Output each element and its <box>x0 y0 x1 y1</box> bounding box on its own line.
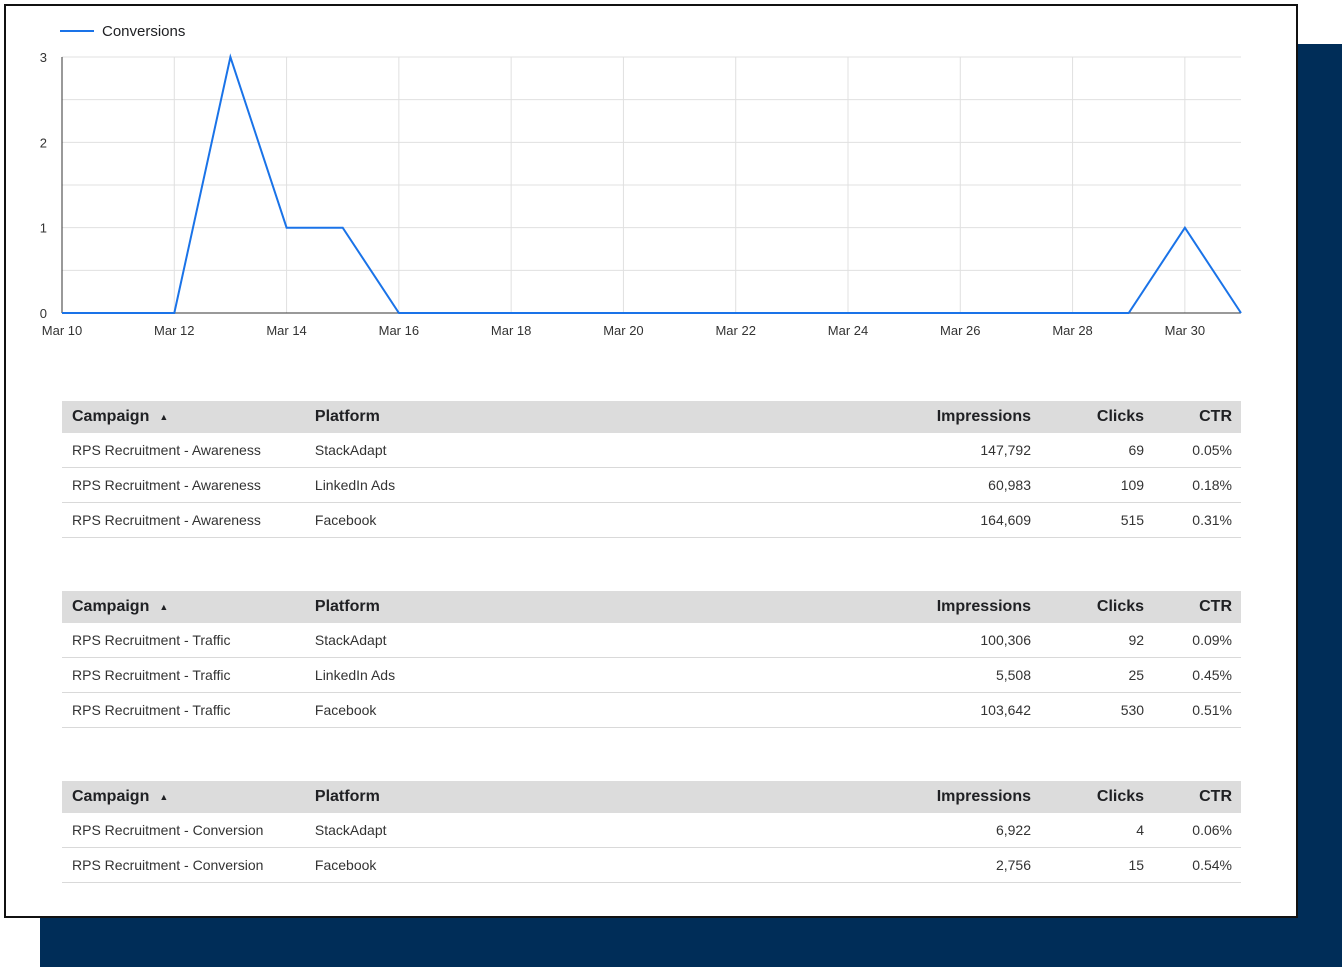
column-header-ctr[interactable]: CTR <box>1199 788 1232 805</box>
column-header-platform[interactable]: Platform <box>314 788 380 805</box>
cell-ctr: 0.09% <box>1192 632 1232 648</box>
cell-clicks: 15 <box>1128 857 1145 873</box>
sort-ascending-icon[interactable]: ▲ <box>159 792 169 802</box>
table-row[interactable]: RPS Recruitment - Traffic StackAdapt 100,3… <box>62 623 1241 658</box>
column-header-campaign[interactable]: Campaign ▲ <box>62 598 305 616</box>
cell-impressions: 2,756 <box>995 857 1031 873</box>
x-tick-label: Mar 12 <box>154 323 194 338</box>
table-row[interactable]: RPS Recruitment - Traffic Facebook 103,642… <box>62 693 1241 728</box>
table-row[interactable]: RPS Recruitment - Awareness StackAdapt 147… <box>62 433 1241 468</box>
cell-campaign: RPS Recruitment - Traffic <box>72 667 231 683</box>
cell-campaign: RPS Recruitment - Awareness <box>72 512 261 528</box>
cell-impressions: 5,508 <box>995 667 1031 683</box>
cell-impressions: 103,642 <box>980 702 1031 718</box>
column-header-impressions[interactable]: Impressions <box>936 408 1031 425</box>
cell-platform: Facebook <box>314 512 377 528</box>
cell-platform: StackAdapt <box>314 632 387 648</box>
x-tick-label: Mar 14 <box>266 323 306 338</box>
cell-ctr: 0.18% <box>1192 477 1232 493</box>
cell-ctr: 0.31% <box>1192 512 1232 528</box>
table-header: Campaign ▲ Platform Impressions Clicks CTR <box>62 781 1241 813</box>
cell-clicks: 109 <box>1120 477 1145 493</box>
cell-impressions: 60,983 <box>988 477 1031 493</box>
x-tick-label: Mar 10 <box>42 323 82 338</box>
y-tick-label: 0 <box>40 306 47 321</box>
y-tick-label: 2 <box>40 135 47 150</box>
x-tick-label: Mar 16 <box>379 323 419 338</box>
column-header-clicks[interactable]: Clicks <box>1096 598 1145 615</box>
table-header: Campaign ▲ Platform Impressions Clicks CTR <box>62 591 1241 623</box>
x-tick-label: Mar 20 <box>603 323 643 338</box>
cell-clicks: 92 <box>1128 632 1145 648</box>
cell-campaign: RPS Recruitment - Conversion <box>72 857 264 873</box>
x-tick-label: Mar 28 <box>1052 323 1092 338</box>
campaign-table: Campaign ▲ Platform Impressions Clicks CTR RPS… <box>62 591 1241 728</box>
column-header-clicks[interactable]: Clicks <box>1096 788 1145 805</box>
x-tick-label: Mar 26 <box>940 323 980 338</box>
x-tick-label: Mar 24 <box>828 323 868 338</box>
cell-platform: StackAdapt <box>314 442 387 458</box>
column-header-campaign[interactable]: Campaign ▲ <box>62 788 305 806</box>
cell-campaign: RPS Recruitment - Awareness <box>72 477 261 493</box>
cell-impressions: 147,792 <box>980 442 1031 458</box>
cell-impressions: 6,922 <box>995 822 1031 838</box>
column-header-campaign-label: Campaign <box>72 788 150 805</box>
cell-campaign: RPS Recruitment - Conversion <box>72 822 264 838</box>
cell-clicks: 25 <box>1128 667 1145 683</box>
column-header-ctr[interactable]: CTR <box>1199 598 1232 615</box>
x-tick-label: Mar 18 <box>491 323 531 338</box>
cell-clicks: 4 <box>1136 822 1145 838</box>
sort-ascending-icon[interactable]: ▲ <box>159 412 169 422</box>
cell-impressions: 100,306 <box>980 632 1031 648</box>
y-tick-label: 1 <box>40 221 47 236</box>
cell-platform: Facebook <box>314 857 377 873</box>
cell-clicks: 69 <box>1128 442 1145 458</box>
legend-label: Conversions <box>102 22 186 40</box>
column-header-clicks[interactable]: Clicks <box>1096 408 1145 425</box>
table-row[interactable]: RPS Recruitment - Traffic LinkedIn Ads 5,5… <box>62 658 1241 693</box>
campaign-table: Campaign ▲ Platform Impressions Clicks CTR RPS… <box>62 781 1241 883</box>
column-header-impressions[interactable]: Impressions <box>936 788 1031 805</box>
x-tick-label: Mar 30 <box>1165 323 1205 338</box>
cell-campaign: RPS Recruitment - Awareness <box>72 442 261 458</box>
conversions-line-chart[interactable]: 0 1 2 3 Mar 10 Mar 12 Mar 14 Mar 16 Mar 18 Mar 20… <box>0 0 1342 350</box>
table-row[interactable]: RPS Recruitment - Conversion StackAdapt 6,… <box>62 813 1241 848</box>
cell-campaign: RPS Recruitment - Traffic <box>72 632 231 648</box>
table-row[interactable]: RPS Recruitment - Awareness LinkedIn Ads 6… <box>62 468 1241 503</box>
cell-clicks: 515 <box>1120 512 1145 528</box>
table-row[interactable]: RPS Recruitment - Awareness Facebook 164,6… <box>62 503 1241 538</box>
legend-line-swatch <box>60 30 94 32</box>
column-header-platform[interactable]: Platform <box>314 408 380 425</box>
column-header-campaign-label: Campaign <box>72 408 150 425</box>
cell-impressions: 164,609 <box>980 512 1031 528</box>
cell-ctr: 0.51% <box>1192 702 1232 718</box>
campaign-table: Campaign ▲ Platform Impressions Clicks CTR RPS… <box>62 401 1241 538</box>
cell-clicks: 530 <box>1120 702 1145 718</box>
table-row[interactable]: RPS Recruitment - Conversion Facebook 2,75… <box>62 848 1241 883</box>
cell-platform: LinkedIn Ads <box>314 477 396 493</box>
x-tick-label: Mar 22 <box>715 323 755 338</box>
cell-platform: StackAdapt <box>314 822 387 838</box>
cell-ctr: 0.06% <box>1192 822 1232 838</box>
cell-platform: Facebook <box>314 702 377 718</box>
cell-platform: LinkedIn Ads <box>314 667 396 683</box>
cell-ctr: 0.54% <box>1192 857 1232 873</box>
column-header-impressions[interactable]: Impressions <box>936 598 1031 615</box>
column-header-campaign[interactable]: Campaign ▲ <box>62 408 305 426</box>
conversions-series-line <box>62 53 1242 314</box>
column-header-campaign-label: Campaign <box>72 598 150 615</box>
sort-ascending-icon[interactable]: ▲ <box>159 602 169 612</box>
cell-ctr: 0.05% <box>1192 442 1232 458</box>
table-header: Campaign ▲ Platform Impressions Clicks CTR <box>62 401 1241 433</box>
y-tick-label: 3 <box>40 50 47 65</box>
chart-legend[interactable]: Conversions <box>60 21 185 41</box>
column-header-platform[interactable]: Platform <box>314 598 380 615</box>
cell-campaign: RPS Recruitment - Traffic <box>72 702 231 718</box>
report-card <box>4 4 1298 918</box>
cell-ctr: 0.45% <box>1192 667 1232 683</box>
column-header-ctr[interactable]: CTR <box>1199 408 1232 425</box>
